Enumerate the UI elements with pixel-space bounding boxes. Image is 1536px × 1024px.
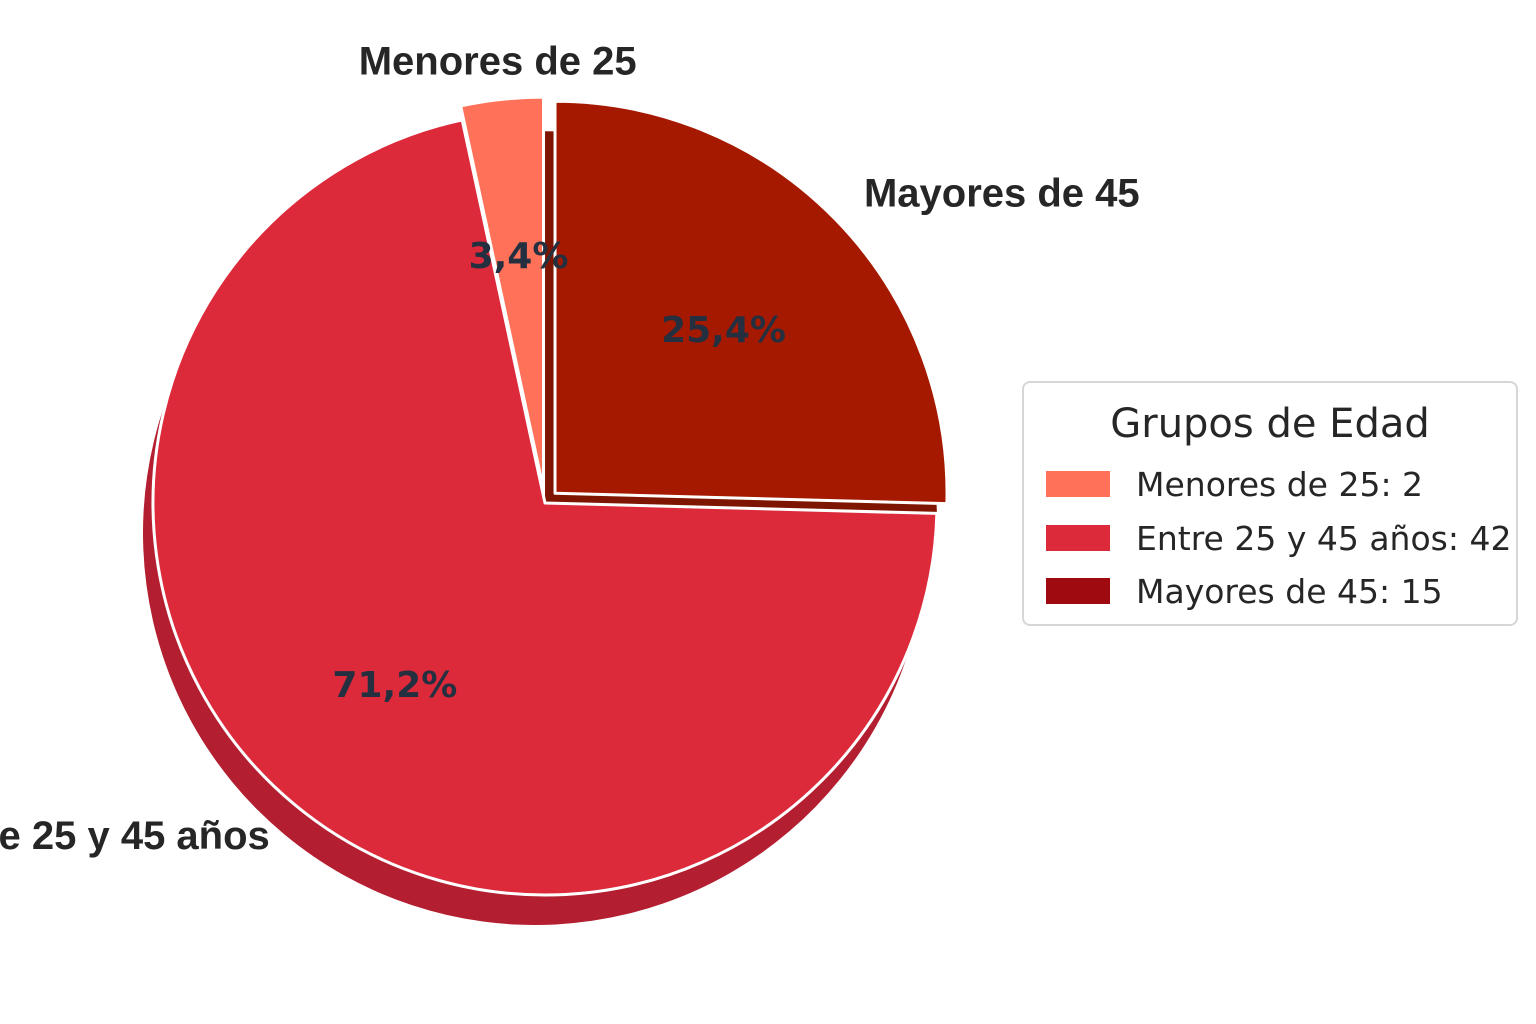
pct-label-mayores-de-45: 25,4%	[661, 310, 786, 351]
pie-labels: Menores de 25 3,4% Entre 25 y 45 años 71,2%…	[0, 39, 1140, 858]
slice-label-mayores-de-45: Mayores de 45	[864, 171, 1140, 215]
pie-slice-mayores-de-45	[553, 99, 949, 506]
legend: Grupos de Edad Menores de 25: 2 Entre 25…	[1022, 381, 1518, 626]
legend-swatch-menores-de-25	[1046, 471, 1110, 497]
pie-slice-entre-25-y-45-anos	[151, 118, 939, 897]
legend-item-entre-25-y-45: Entre 25 y 45 años: 42	[1046, 519, 1511, 558]
legend-swatch-mayores-de-45	[1046, 578, 1110, 604]
legend-item-mayores-de-45: Mayores de 45: 15	[1046, 572, 1443, 611]
legend-label-menores-de-25: Menores de 25: 2	[1136, 464, 1424, 504]
legend-title: Grupos de Edad	[1110, 401, 1430, 447]
pie-slice-menores-de-25	[459, 95, 546, 491]
pie-slices	[142, 95, 949, 926]
legend-swatch-entre-25-y-45	[1046, 525, 1110, 551]
slice-label-entre-25-y-45-anos: Entre 25 y 45 años	[0, 814, 270, 858]
legend-label-mayores-de-45: Mayores de 45: 15	[1136, 571, 1443, 611]
legend-item-menores-de-25: Menores de 25: 2	[1046, 465, 1423, 504]
slice-label-menores-de-25: Menores de 25	[359, 39, 637, 83]
pct-label-entre-25-y-45-anos: 71,2%	[332, 665, 457, 706]
pct-label-menores-de-25: 3,4%	[469, 236, 569, 277]
legend-label-entre-25-y-45: Entre 25 y 45 años: 42	[1136, 518, 1512, 558]
